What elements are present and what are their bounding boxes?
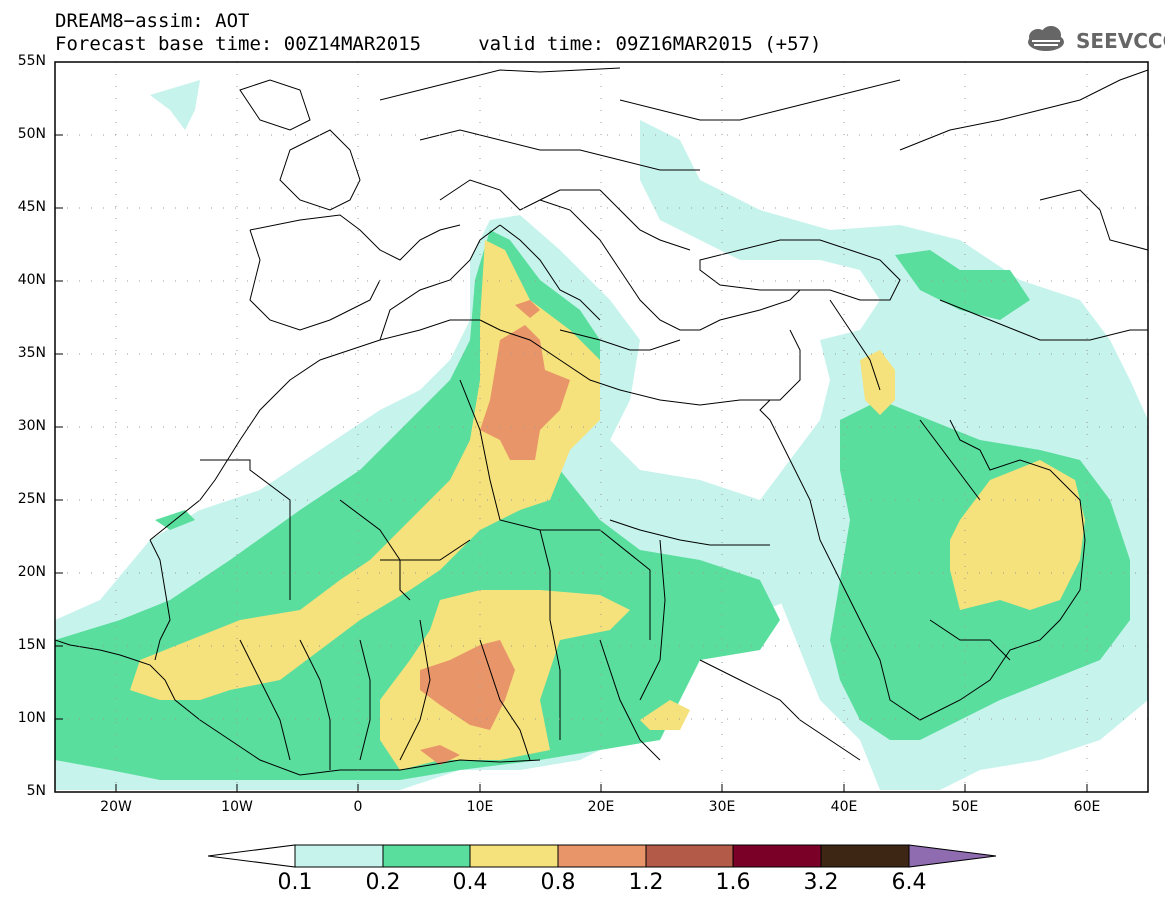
logo-text: SEEVCCC — [1076, 29, 1165, 53]
lon-label: 10W — [221, 799, 253, 815]
colorbar-label: 0.4 — [452, 870, 488, 895]
colorbar-under-triangle — [207, 844, 296, 868]
logo — [1028, 26, 1064, 51]
lat-label: 50N — [17, 126, 46, 142]
colorbar-label: 0.8 — [540, 870, 576, 895]
colorbar-swatch — [645, 844, 734, 868]
colorbar-swatch — [557, 844, 647, 868]
forecast-time-subtitle: Forecast base time: 00Z14MAR2015 valid t… — [55, 33, 822, 55]
colorbar-swatch — [382, 844, 471, 868]
lon-label: 50E — [951, 799, 979, 815]
lon-label: 20W — [100, 799, 132, 815]
colorbar-label: 1.6 — [715, 870, 751, 895]
lat-label: 40N — [17, 272, 46, 288]
colorbar-label: 0.2 — [365, 870, 401, 895]
lon-label: 10E — [466, 799, 494, 815]
colorbar-swatch — [820, 844, 910, 868]
colorbar-label: 3.2 — [803, 870, 839, 895]
lat-label: 15N — [17, 637, 46, 653]
aot-level-0.8 — [420, 300, 570, 765]
lat-label: 45N — [17, 199, 46, 215]
lon-label: 40E — [830, 799, 858, 815]
lat-label: 30N — [17, 418, 46, 434]
lat-label: 20N — [17, 564, 46, 580]
lon-label: 0 — [353, 799, 363, 815]
lat-label: 35N — [17, 345, 46, 361]
colorbar-swatch — [732, 844, 822, 868]
map-title: DREAM8−assim: AOT — [55, 10, 250, 32]
lat-label: 25N — [17, 491, 46, 507]
colorbar-label: 0.1 — [277, 870, 313, 895]
colorbar-label: 6.4 — [891, 870, 927, 895]
colorbar — [207, 844, 997, 868]
colorbar-label: 1.2 — [628, 870, 664, 895]
colorbar-over-triangle — [908, 844, 997, 868]
lat-label: 55N — [17, 53, 46, 69]
lon-label: 60E — [1073, 799, 1101, 815]
lat-label: 5N — [26, 783, 46, 799]
aot-field — [55, 62, 1148, 792]
axis-ticks — [55, 61, 1088, 792]
lon-label: 20E — [587, 799, 615, 815]
colorbar-swatch — [469, 844, 559, 868]
cloud-icon — [1028, 26, 1064, 51]
lat-label: 10N — [17, 710, 46, 726]
lon-label: 30E — [708, 799, 736, 815]
colorbar-swatch — [294, 844, 384, 868]
